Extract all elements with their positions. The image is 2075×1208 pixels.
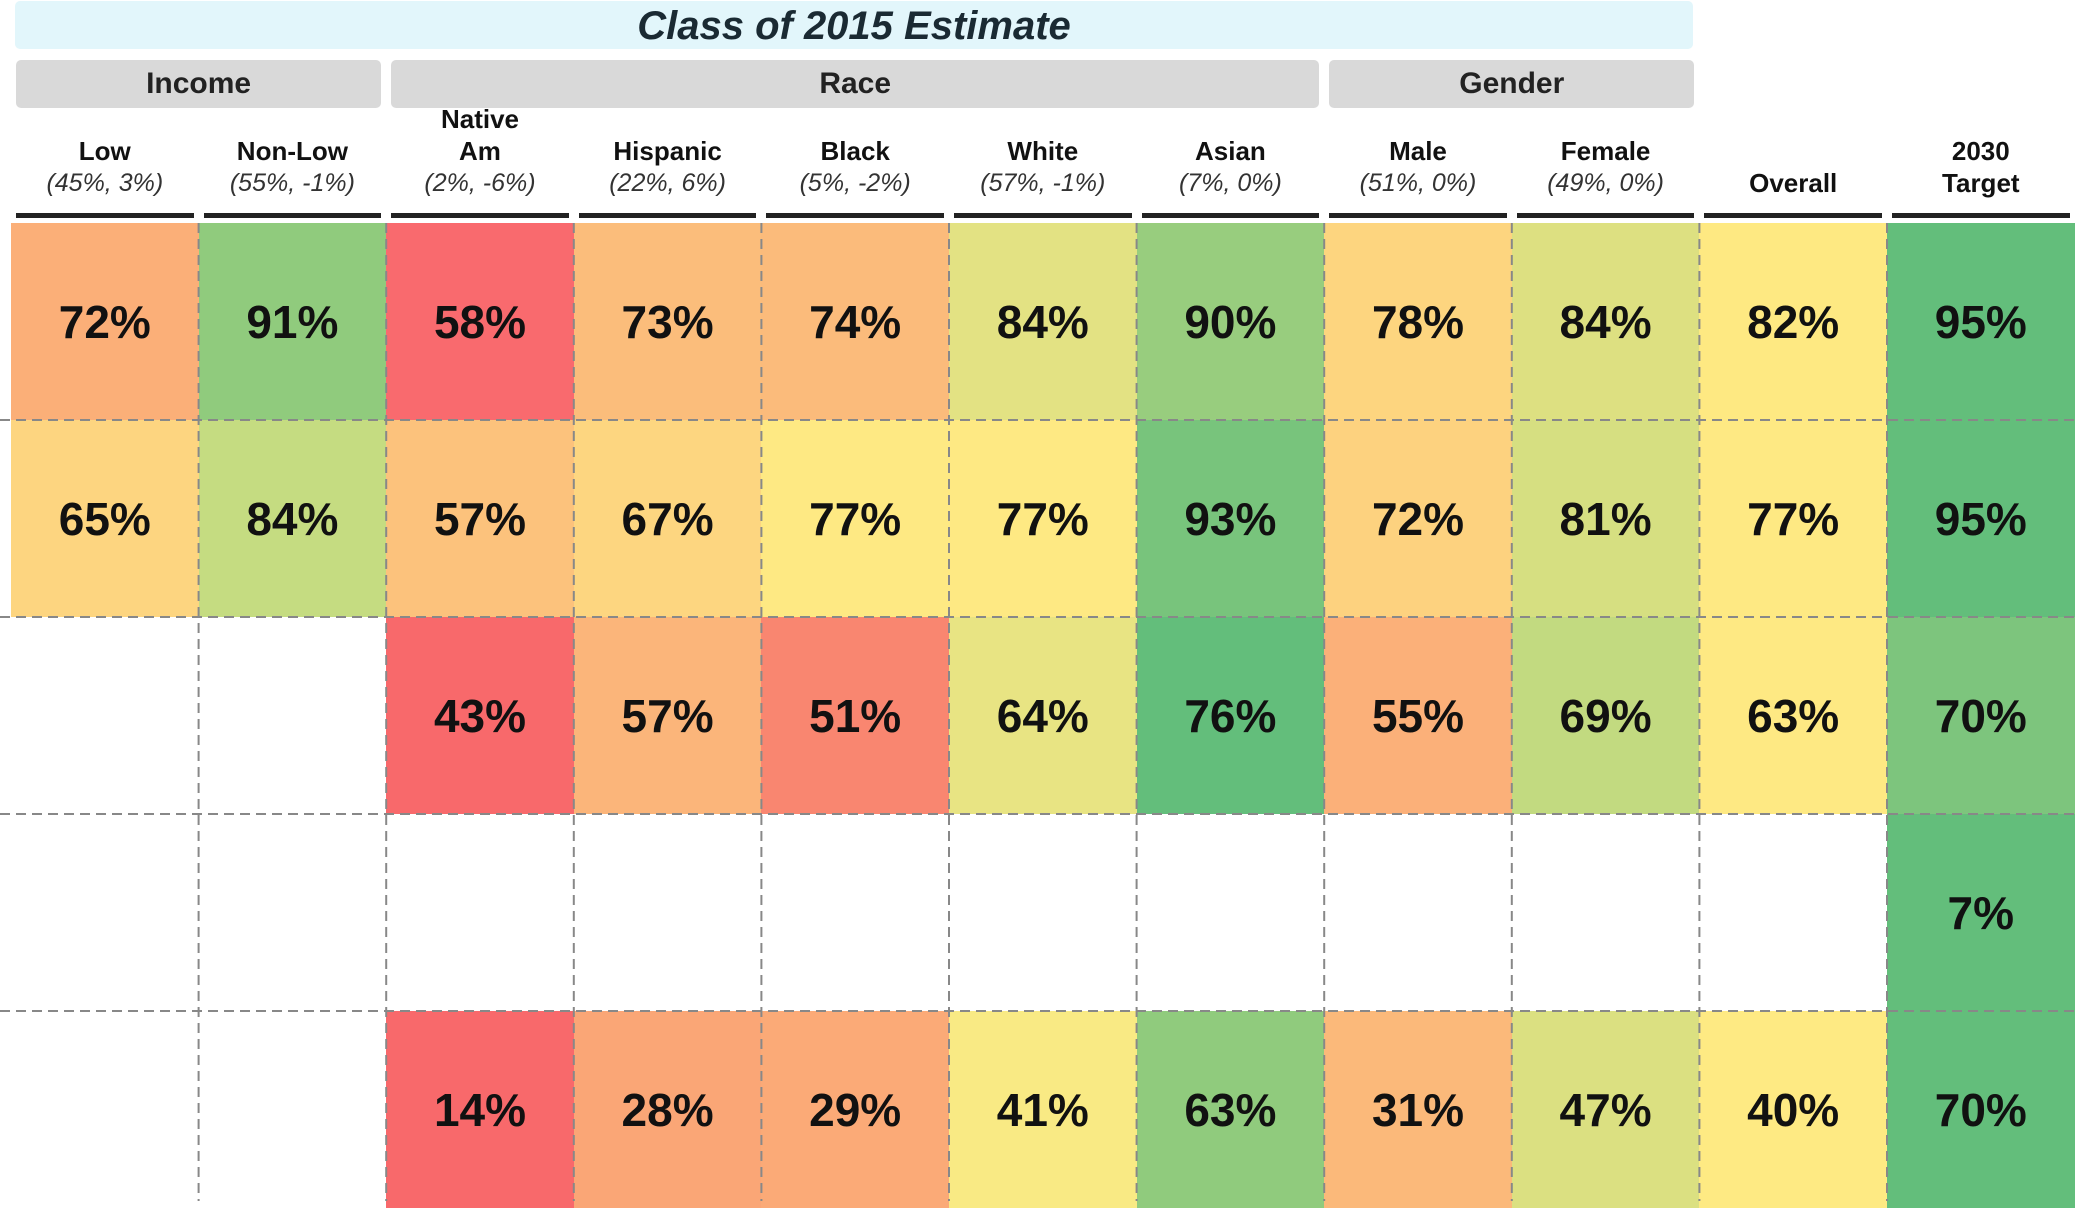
cell: 58% [386,223,574,420]
column-name: Female [1560,136,1651,166]
column-note: (57%, -1%) [980,169,1106,197]
cell: 51% [761,617,949,814]
cell: 81% [1511,420,1700,617]
column-header: 2030 Target [1892,120,2070,218]
column-header: Native Am (2%, -6%) [391,104,569,218]
cell: 65% [11,420,199,617]
column-note: (5%, -2%) [799,169,911,197]
cell: 55% [1324,617,1512,814]
cell: 95% [1887,223,2075,420]
column-header: Non-Low (55%, -1%) [203,120,382,218]
column-header: Female (49%, 0%) [1516,120,1695,218]
cell: 93% [1136,420,1325,617]
cell: 57% [573,617,762,814]
column-name: Overall [1749,168,1838,198]
column-note: (49%, 0%) [1547,169,1664,197]
cell: 70% [1887,1011,2075,1208]
cell: 95% [1887,420,2075,617]
column-name: Native Am [440,104,519,166]
column-note: (22%, 6%) [609,169,726,197]
column-header: White (57%, -1%) [954,120,1132,218]
column-note: (7%, 0%) [1178,169,1282,197]
cell: 63% [1136,1011,1325,1208]
cell: 69% [1511,617,1700,814]
cell: 70% [1887,617,2075,814]
cell: 43% [386,617,574,814]
title: Class of 2015 Estimate [15,1,1693,49]
cell: 76% [1136,617,1325,814]
cell: 84% [198,420,387,617]
cell: 47% [1511,1011,1700,1208]
column-name: 2030 Target [1942,136,2020,198]
cell: 57% [386,420,574,617]
column-note: (51%, 0%) [1359,169,1477,197]
cell: 72% [1324,420,1512,617]
cell: 77% [1699,420,1887,617]
group-header: Gender [1329,60,1695,108]
cell: 77% [761,420,949,617]
column-header: Overall [1704,120,1882,218]
cell: 28% [573,1011,762,1208]
group-header: Race [391,60,1320,108]
column-name: Hispanic [613,136,722,166]
cell: 63% [1699,617,1887,814]
column-name: White [1007,136,1079,166]
cell: 40% [1699,1011,1887,1208]
cell: 7% [1887,814,2075,1011]
cell: 90% [1136,223,1325,420]
column-name: Non-Low [236,136,348,166]
column-header: Hispanic (22%, 6%) [578,120,757,218]
cell: 67% [573,420,762,617]
column-name: Black [820,136,890,166]
column-name: Male [1389,136,1447,166]
cell: 84% [1511,223,1700,420]
cell: 14% [386,1011,574,1208]
column-note: (45%, 3%) [46,169,164,197]
column-name: Low [78,136,131,166]
column-header: Black (5%, -2%) [766,120,944,218]
cell: 84% [949,223,1137,420]
column-header: Male (51%, 0%) [1329,120,1507,218]
column-header: Asian (7%, 0%) [1141,120,1320,218]
column-note: (2%, -6%) [424,169,536,197]
column-name: Asian [1194,136,1266,166]
cell: 31% [1324,1011,1512,1208]
column-note: (55%, -1%) [229,169,355,197]
cell: 91% [198,223,387,420]
cell: 29% [761,1011,949,1208]
cell: 64% [949,617,1137,814]
cell: 78% [1324,223,1512,420]
cell: 82% [1699,223,1887,420]
cell: 73% [573,223,762,420]
cell: 74% [761,223,949,420]
cell: 77% [949,420,1137,617]
column-header: Low (45%, 3%) [16,120,194,218]
group-header: Income [16,60,382,108]
cell: 41% [949,1011,1137,1208]
cell: 72% [11,223,199,420]
